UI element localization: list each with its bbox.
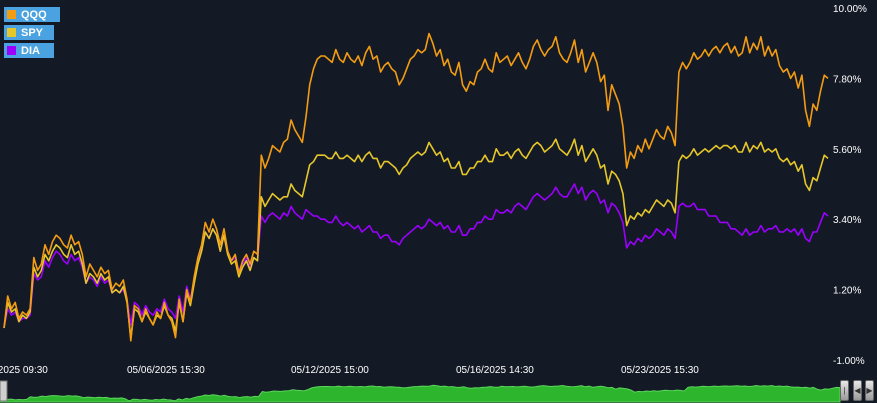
y-tick-label: 3.40% — [833, 215, 861, 226]
navigator-right-handle[interactable] — [0, 380, 8, 402]
x-tick-label: 05/01/2025 09:30 — [0, 365, 48, 376]
y-tick-label: 10.00% — [833, 4, 867, 15]
y-tick-label: 1.20% — [833, 286, 861, 297]
legend-swatch-qqq — [7, 10, 16, 19]
legend-item-qqq[interactable]: QQQ — [4, 7, 60, 22]
series-line-qqq — [3, 32, 829, 342]
navigator[interactable] — [0, 380, 841, 403]
navigator-left-handle[interactable]: | — [840, 380, 849, 401]
scroll-left-button[interactable]: ◀ — [853, 380, 862, 401]
legend-swatch-dia — [7, 46, 16, 55]
series-line-dia — [3, 183, 829, 329]
navigator-area — [0, 384, 841, 403]
legend-label: QQQ — [21, 8, 47, 21]
legend-item-dia[interactable]: DIA — [4, 43, 54, 58]
y-axis: 10.00% 7.80% 5.60% 3.40% 1.20% -1.00% — [833, 4, 867, 367]
legend-label: SPY — [21, 26, 44, 39]
y-tick-label: -1.00% — [833, 356, 865, 367]
y-tick-label: 7.80% — [833, 74, 861, 85]
x-tick-label: 05/12/2025 15:00 — [291, 365, 369, 376]
x-tick-label: 05/06/2025 15:30 — [127, 365, 205, 376]
plot-lines — [3, 32, 829, 342]
x-tick-label: 05/23/2025 15:30 — [621, 365, 699, 376]
legend-label: DIA — [21, 44, 40, 57]
legend: QQQ SPY DIA — [4, 7, 60, 58]
legend-swatch-spy — [7, 28, 16, 37]
y-tick-label: 5.60% — [833, 145, 861, 156]
x-axis: 05/01/2025 09:30 05/06/2025 15:30 05/12/20… — [0, 365, 699, 376]
x-tick-label: 05/16/2025 14:30 — [456, 365, 534, 376]
scroll-right-button[interactable]: ▶ — [865, 380, 874, 401]
legend-item-spy[interactable]: SPY — [4, 25, 54, 40]
